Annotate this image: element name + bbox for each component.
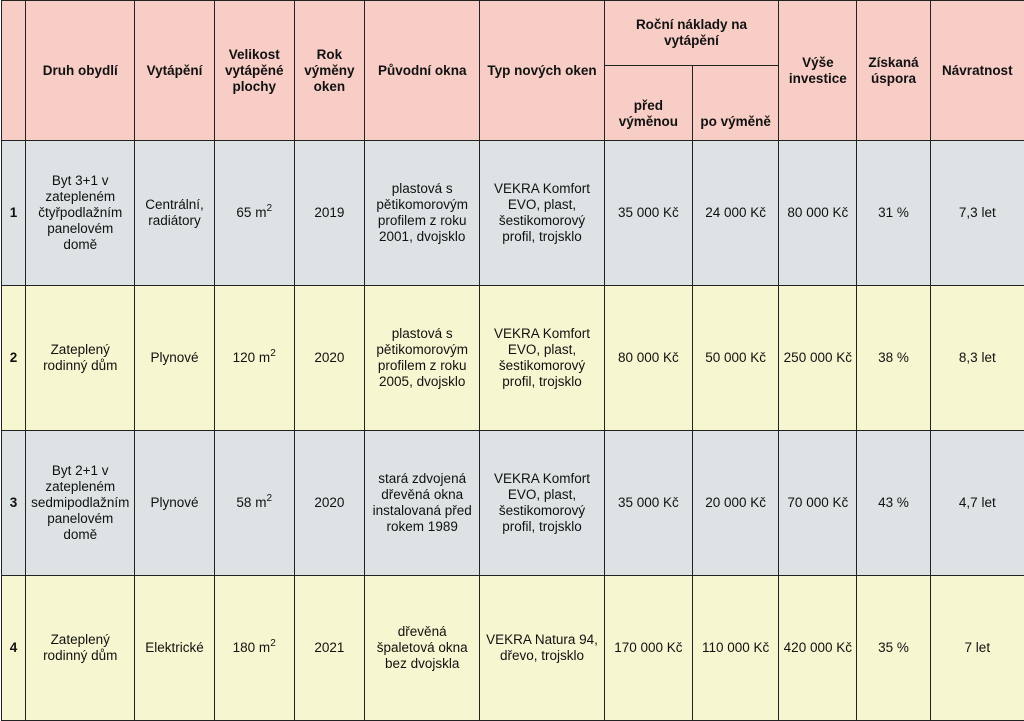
header-ziskana-uspora: Získaná úspora xyxy=(857,1,930,141)
area-value: 65 m xyxy=(236,205,266,220)
cell-typ-novych-oken: VEKRA Natura 94, dřevo, trojsklo xyxy=(480,576,604,721)
cell-velikost: 180 m2 xyxy=(214,576,294,721)
cell-ziskana-uspora: 35 % xyxy=(857,576,930,721)
cell-velikost: 58 m2 xyxy=(214,431,294,576)
row-number: 2 xyxy=(2,286,26,431)
cell-ziskana-uspora: 31 % xyxy=(857,141,930,286)
cell-vyse-investice: 80 000 Kč xyxy=(779,141,857,286)
cell-puvodni-okna: plastová s pětikomorovým profilem z roku… xyxy=(365,286,480,431)
cell-navratnost: 4,7 let xyxy=(930,431,1024,576)
cell-puvodni-okna: dřevěná špaletová okna bez dvojskla xyxy=(365,576,480,721)
cell-rok: 2020 xyxy=(294,286,364,431)
table-row: 3 Byt 2+1 v zatepleném sedmipodlažním pa… xyxy=(2,431,1024,576)
cell-druh: Byt 3+1 v zatepleném čtyřpodlažním panel… xyxy=(26,141,135,286)
cell-rok: 2021 xyxy=(294,576,364,721)
cell-vytapeni: Plynové xyxy=(135,431,214,576)
area-exponent: 2 xyxy=(266,203,272,214)
cell-druh: Byt 2+1 v zatepleném sedmipodlažním pane… xyxy=(26,431,135,576)
cell-vyse-investice: 70 000 Kč xyxy=(779,431,857,576)
cell-velikost: 65 m2 xyxy=(214,141,294,286)
cell-puvodni-okna: plastová s pětikomorovým profilem z roku… xyxy=(365,141,480,286)
cell-po-vymene: 110 000 Kč xyxy=(692,576,778,721)
cell-rok: 2020 xyxy=(294,431,364,576)
area-value: 120 m xyxy=(233,350,271,365)
cell-puvodni-okna: stará zdvojená dřevěná okna instalovaná … xyxy=(365,431,480,576)
row-number: 1 xyxy=(2,141,26,286)
cell-pred-vymenou: 80 000 Kč xyxy=(604,286,692,431)
header-puvodni-okna: Původní okna xyxy=(365,1,480,141)
header-pred-vymenou: před výměnou xyxy=(604,66,692,141)
row-number: 3 xyxy=(2,431,26,576)
header-vyse-investice: Výše investice xyxy=(779,1,857,141)
cell-pred-vymenou: 35 000 Kč xyxy=(604,431,692,576)
table-row: 2 Zateplený rodinný dům Plynové 120 m2 2… xyxy=(2,286,1024,431)
cell-typ-novych-oken: VEKRA Komfort EVO, plast, šestikomorový … xyxy=(480,141,604,286)
header-po-vymene: po výměně xyxy=(692,66,778,141)
cell-po-vymene: 24 000 Kč xyxy=(692,141,778,286)
header-rok: Rok výměny oken xyxy=(294,1,364,141)
cell-pred-vymenou: 170 000 Kč xyxy=(604,576,692,721)
area-exponent: 2 xyxy=(270,638,276,649)
header-num xyxy=(2,1,26,141)
cell-rok: 2019 xyxy=(294,141,364,286)
area-exponent: 2 xyxy=(270,348,276,359)
cell-vytapeni: Elektrické xyxy=(135,576,214,721)
cell-vyse-investice: 250 000 Kč xyxy=(779,286,857,431)
cell-velikost: 120 m2 xyxy=(214,286,294,431)
header-navratnost: Návratnost xyxy=(930,1,1024,141)
header-row: Druh obydlí Vytápění Velikost vytápěné p… xyxy=(2,1,1024,66)
cell-druh: Zateplený rodinný dům xyxy=(26,576,135,721)
cell-vytapeni: Centrální, radiátory xyxy=(135,141,214,286)
cell-ziskana-uspora: 38 % xyxy=(857,286,930,431)
table-row: 4 Zateplený rodinný dům Elektrické 180 m… xyxy=(2,576,1024,721)
row-number: 4 xyxy=(2,576,26,721)
cell-pred-vymenou: 35 000 Kč xyxy=(604,141,692,286)
cell-po-vymene: 50 000 Kč xyxy=(692,286,778,431)
area-value: 58 m xyxy=(236,495,266,510)
cell-vyse-investice: 420 000 Kč xyxy=(779,576,857,721)
cell-druh: Zateplený rodinný dům xyxy=(26,286,135,431)
cell-typ-novych-oken: VEKRA Komfort EVO, plast, šestikomorový … xyxy=(480,431,604,576)
table-row: 1 Byt 3+1 v zatepleném čtyřpodlažním pan… xyxy=(2,141,1024,286)
cell-navratnost: 8,3 let xyxy=(930,286,1024,431)
header-rocni-naklady: Roční náklady na vytápění xyxy=(604,1,779,66)
cell-po-vymene: 20 000 Kč xyxy=(692,431,778,576)
area-exponent: 2 xyxy=(266,493,272,504)
area-value: 180 m xyxy=(233,640,271,655)
header-druh-obydli: Druh obydlí xyxy=(26,1,135,141)
cell-navratnost: 7,3 let xyxy=(930,141,1024,286)
header-vytapeni: Vytápění xyxy=(135,1,214,141)
header-velikost: Velikost vytápěné plochy xyxy=(214,1,294,141)
header-typ-novych-oken: Typ nových oken xyxy=(480,1,604,141)
cell-vytapeni: Plynové xyxy=(135,286,214,431)
cell-typ-novych-oken: VEKRA Komfort EVO, plast, šestikomorový … xyxy=(480,286,604,431)
cell-navratnost: 7 let xyxy=(930,576,1024,721)
cell-ziskana-uspora: 43 % xyxy=(857,431,930,576)
